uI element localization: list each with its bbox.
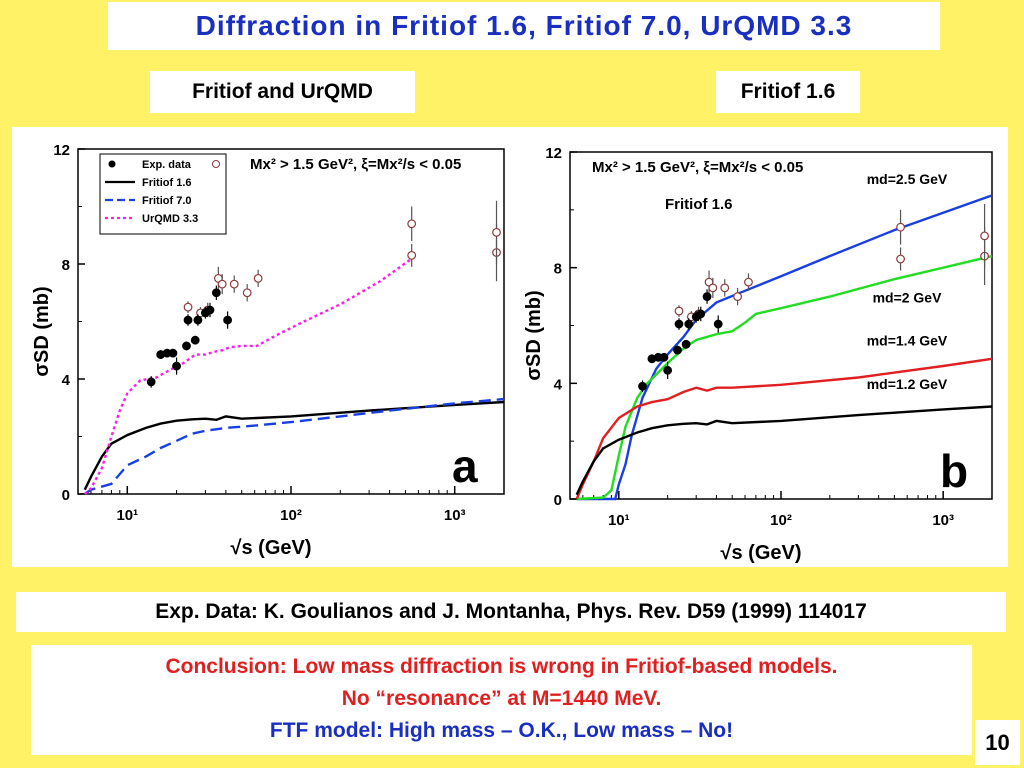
legend-entry-2: Fritiof 7.0 bbox=[142, 195, 192, 207]
filled-data-point-a bbox=[205, 305, 215, 315]
y-tick-label-b: 8 bbox=[554, 261, 562, 278]
plots-svg: 0 4 8 12 10¹ 10² 10³ √s (GeV) σSD (mb) Mx² > 1.5 … bbox=[31, 142, 993, 564]
conclusion-box: Conclusion: Low mass diffraction is wron… bbox=[31, 645, 972, 755]
x-tick-label-b: 10² bbox=[770, 512, 792, 529]
panel-b-label: Fritiof 1.6 bbox=[716, 71, 860, 113]
filled-data-point-a bbox=[190, 335, 200, 345]
filled-data-point-b bbox=[638, 381, 647, 391]
plots-panel: 0 4 8 12 10¹ 10² 10³ √s (GeV) σSD (mb) Mx² > 1.5 … bbox=[12, 127, 1008, 567]
filled-data-point-b bbox=[663, 365, 673, 375]
legend-box-a bbox=[99, 153, 227, 235]
x-tick-label-a: 10¹ bbox=[116, 507, 138, 524]
y-tick-label-a: 4 bbox=[62, 372, 71, 389]
series-line-a-0 bbox=[83, 400, 505, 491]
legend-entry-1: Fritiof 1.6 bbox=[142, 177, 192, 189]
model-label-b: Fritiof 1.6 bbox=[665, 196, 733, 213]
filled-data-point-b bbox=[684, 319, 694, 329]
y-tick-label-a: 8 bbox=[62, 257, 70, 274]
open-data-point-b bbox=[744, 277, 753, 287]
reference-text: Exp. Data: K. Goulianos and J. Montanha,… bbox=[16, 592, 1006, 632]
filled-data-point-b bbox=[673, 345, 682, 355]
open-data-point-a bbox=[253, 273, 263, 283]
open-data-point-b bbox=[708, 283, 718, 293]
open-data-point-b bbox=[896, 222, 905, 232]
panel-letter-b: b bbox=[940, 445, 968, 497]
x-axis-label-b: √s (GeV) bbox=[721, 542, 802, 564]
filled-data-point-a bbox=[168, 348, 178, 358]
y-tick-label-a: 12 bbox=[53, 142, 70, 159]
filled-data-point-a bbox=[223, 315, 233, 325]
x-tick-label-b: 10³ bbox=[932, 512, 954, 529]
x-axis-label-a: √s (GeV) bbox=[231, 537, 312, 559]
filled-data-point-b bbox=[702, 292, 712, 301]
page-number: 10 bbox=[975, 720, 1020, 765]
series-line-b-0 bbox=[576, 194, 993, 501]
open-data-point-a bbox=[242, 288, 252, 298]
open-data-point-b bbox=[980, 231, 989, 241]
y-tick-label-b: 4 bbox=[554, 376, 563, 393]
y-axis-label-b: σSD (mb) bbox=[523, 290, 545, 380]
legend-entry-0: Exp. data bbox=[142, 159, 192, 171]
open-data-point-a bbox=[217, 279, 227, 289]
series-label-b-1: md=2 GeV bbox=[873, 289, 943, 305]
filled-data-point-b bbox=[674, 319, 684, 329]
series-label-b-0: md=2.5 GeV bbox=[867, 171, 948, 187]
conclusion-line-3: FTF model: High mass – O.K., Low mass – … bbox=[269, 719, 734, 742]
series-label-b-3: md=1.2 GeV bbox=[867, 376, 948, 392]
y-tick-label-b: 0 bbox=[554, 492, 562, 509]
panel-letter-a: a bbox=[452, 440, 478, 492]
open-data-point-a bbox=[407, 250, 417, 260]
legend-marker-filled bbox=[108, 160, 116, 168]
series-line-a-1 bbox=[84, 397, 505, 495]
open-data-point-b bbox=[720, 283, 730, 293]
legend-entry-3: UrQMD 3.3 bbox=[142, 213, 198, 225]
filled-data-point-a bbox=[211, 288, 221, 298]
series-line-b-2 bbox=[575, 357, 993, 500]
open-data-point-b bbox=[733, 292, 742, 301]
filled-data-point-a bbox=[172, 361, 181, 371]
filled-data-point-a bbox=[183, 315, 193, 325]
open-data-point-b bbox=[896, 254, 905, 264]
series-line-b-1 bbox=[576, 254, 993, 501]
conclusion-line-1: Conclusion: Low mass diffraction is wron… bbox=[165, 655, 838, 678]
filled-data-point-a bbox=[193, 315, 203, 325]
series-line-a-2 bbox=[83, 257, 413, 495]
filled-data-point-b bbox=[681, 339, 691, 349]
y-tick-label-a: 0 bbox=[62, 487, 70, 504]
filled-data-point-b bbox=[713, 319, 723, 329]
x-tick-label-a: 10² bbox=[280, 507, 302, 524]
slide-title: Diffraction in Fritiof 1.6, Fritiof 7.0,… bbox=[108, 2, 940, 50]
cut-label-b: Mx² > 1.5 GeV², ξ=Mx²/s < 0.05 bbox=[592, 159, 803, 176]
legend-marker-open bbox=[212, 160, 220, 168]
x-tick-label-b: 10¹ bbox=[608, 512, 630, 529]
series-line-b-3 bbox=[575, 405, 993, 496]
conclusion-line-2: No “resonance” at M=1440 MeV. bbox=[341, 687, 662, 710]
open-data-point-a bbox=[492, 227, 501, 237]
filled-data-point-b bbox=[659, 352, 669, 362]
filled-data-point-a bbox=[146, 377, 156, 387]
open-data-point-a bbox=[229, 279, 239, 289]
open-data-point-b bbox=[674, 306, 684, 316]
filled-data-point-a bbox=[182, 341, 191, 351]
plot-frame-b bbox=[569, 151, 993, 500]
open-data-point-a bbox=[407, 219, 417, 229]
chart-a: 0 4 8 12 10¹ 10² 10³ √s (GeV) σSD (mb) Mx² > 1.5 … bbox=[31, 142, 505, 559]
y-tick-label-b: 12 bbox=[545, 145, 562, 162]
series-label-b-2: md=1.4 GeV bbox=[867, 333, 948, 349]
cut-label-a: Mx² > 1.5 GeV², ξ=Mx²/s < 0.05 bbox=[250, 156, 461, 173]
chart-b: 0 4 8 12 10¹ 10² 10³ √s (GeV) σSD (mb) Mx² > 1.5 … bbox=[523, 145, 993, 564]
x-tick-label-a: 10³ bbox=[444, 507, 466, 524]
y-axis-label-a: σSD (mb) bbox=[31, 286, 53, 376]
filled-data-point-b bbox=[696, 309, 706, 319]
open-data-point-a bbox=[183, 302, 193, 312]
panel-a-label: Fritiof and UrQMD bbox=[150, 71, 415, 113]
